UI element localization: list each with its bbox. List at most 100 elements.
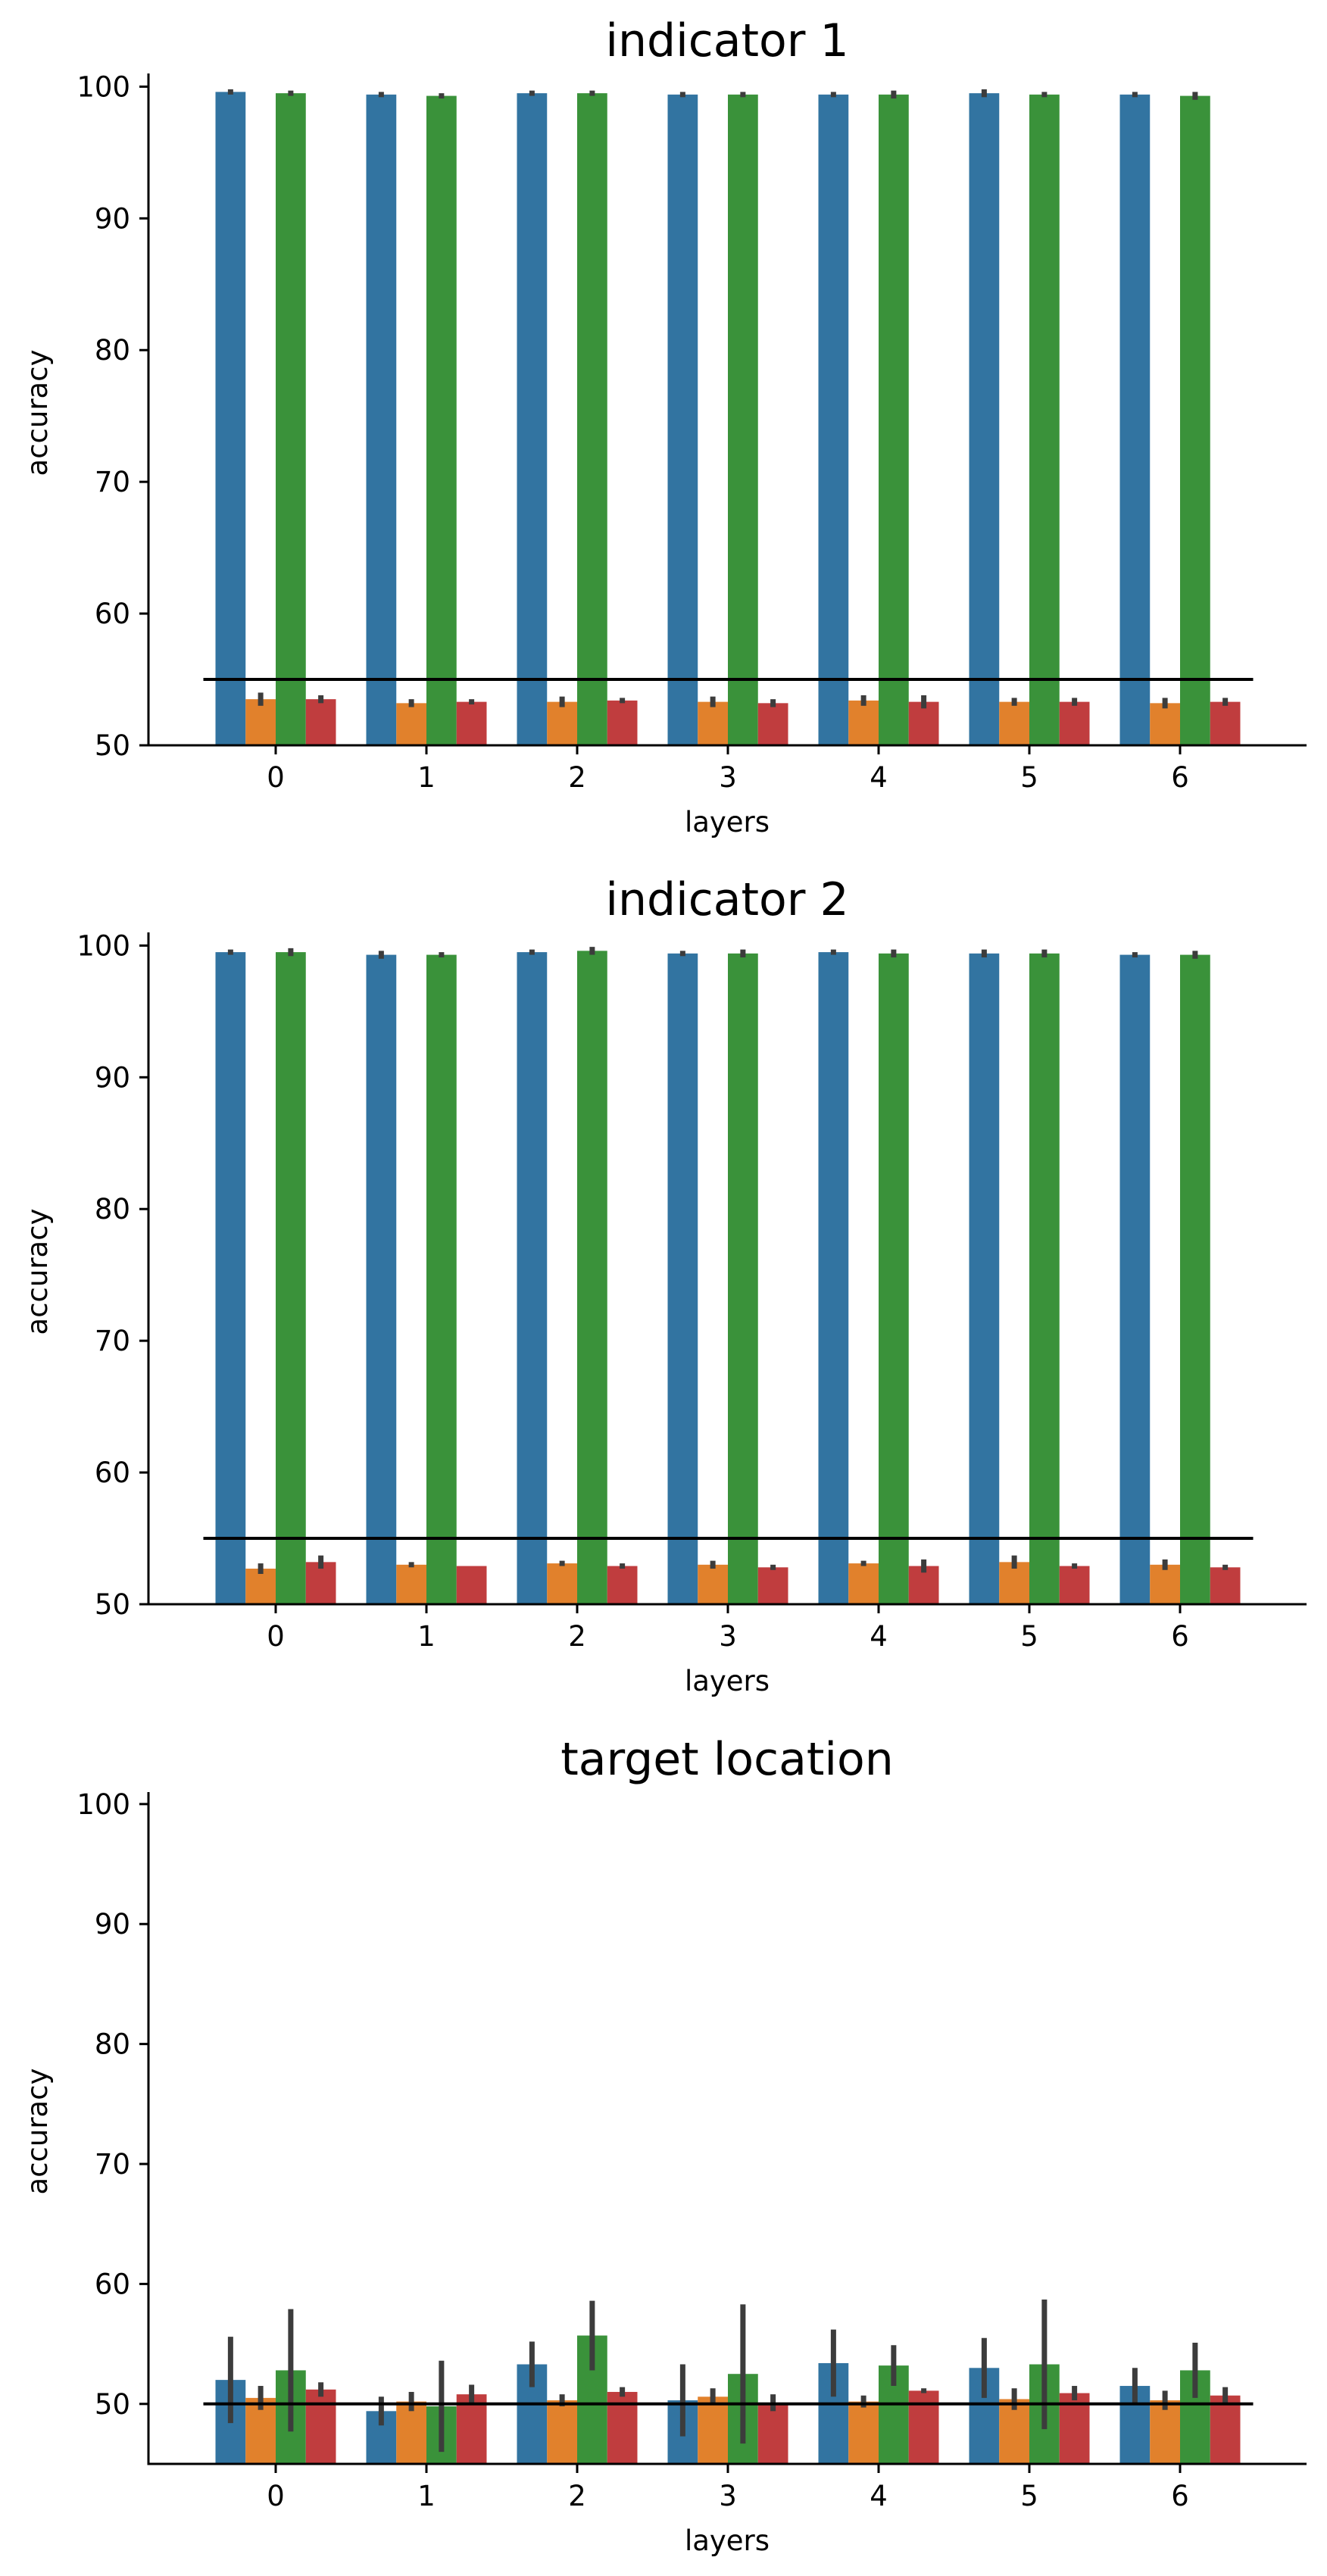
- bar-s1-layer-1: [396, 1564, 426, 1604]
- bar-s0-layer-2: [517, 952, 548, 1604]
- x-tick-label: 0: [267, 761, 285, 794]
- y-tick-label: 80: [95, 2028, 130, 2061]
- y-tick-label: 80: [95, 1193, 130, 1226]
- y-tick-label: 70: [95, 2148, 130, 2181]
- bar-s3-layer-4: [908, 2390, 939, 2464]
- bar-s2-layer-1: [426, 95, 457, 745]
- bar-s0-layer-6: [1119, 94, 1151, 745]
- x-tick-label: 4: [870, 761, 888, 794]
- x-tick-label: 6: [1171, 761, 1189, 794]
- chart-panel-target-location: target location accuracy layers 50607080…: [21, 1733, 1307, 2557]
- bar-s1-layer-2: [547, 2400, 577, 2464]
- chart-panel-indicator-2: indicator 2 accuracy layers 506070809010…: [21, 873, 1307, 1697]
- bar-s0-layer-4: [818, 952, 849, 1604]
- bar-s1-layer-4: [848, 2401, 879, 2464]
- bar-s1-layer-1: [396, 2401, 426, 2464]
- x-tick-label: 1: [417, 2480, 436, 2512]
- x-tick-label: 5: [1020, 761, 1038, 794]
- bar-s0-layer-0: [215, 92, 246, 746]
- y-axis-label: accuracy: [21, 350, 54, 476]
- x-tick-label: 2: [568, 1620, 586, 1653]
- bar-s3-layer-6: [1210, 701, 1241, 745]
- bar-s1-layer-4: [848, 700, 879, 745]
- bar-s3-layer-3: [757, 2403, 788, 2464]
- chart-panel-indicator-1: indicator 1 accuracy layers 506070809010…: [21, 14, 1307, 838]
- bar-s3-layer-6: [1210, 1567, 1241, 1604]
- bar-s3-layer-5: [1059, 701, 1090, 745]
- bar-s2-layer-5: [1029, 94, 1060, 745]
- bar-s3-layer-1: [456, 1566, 487, 1604]
- bar-s2-layer-1: [426, 954, 457, 1604]
- y-tick-label: 100: [76, 929, 130, 962]
- chart-title: indicator 2: [605, 873, 848, 926]
- bar-s2-layer-5: [1029, 953, 1060, 1604]
- x-tick-label: 3: [719, 761, 737, 794]
- bar-s2-layer-3: [728, 953, 758, 1604]
- bar-s3-layer-2: [607, 700, 638, 745]
- bar-s1-layer-0: [245, 699, 276, 745]
- bar-s1-layer-3: [698, 1564, 728, 1604]
- bar-s0-layer-3: [667, 94, 698, 745]
- bar-s1-layer-0: [245, 1569, 276, 1604]
- x-tick-label: 5: [1020, 1620, 1038, 1653]
- x-tick-label: 3: [719, 2480, 737, 2512]
- y-tick-label: 90: [95, 202, 130, 235]
- x-tick-label: 6: [1171, 1620, 1189, 1653]
- bar-s3-layer-2: [607, 1566, 638, 1604]
- x-tick-label: 2: [568, 2480, 586, 2512]
- y-tick-label: 80: [95, 334, 130, 367]
- bar-s0-layer-0: [215, 952, 246, 1604]
- y-tick-label: 100: [76, 1788, 130, 1821]
- x-tick-label: 6: [1171, 2480, 1189, 2512]
- bar-s3-layer-5: [1059, 1566, 1090, 1604]
- y-axis-label: accuracy: [21, 1209, 54, 1335]
- bar-s1-layer-5: [999, 1562, 1029, 1604]
- y-tick-label: 100: [76, 70, 130, 103]
- bar-s0-layer-1: [366, 954, 397, 1604]
- x-axis-label: layers: [685, 806, 770, 838]
- bar-s0-layer-3: [667, 953, 698, 1604]
- bar-s1-layer-6: [1150, 703, 1180, 745]
- bar-s1-layer-6: [1150, 2400, 1180, 2464]
- y-tick-label: 90: [95, 1908, 130, 1941]
- y-tick-label: 60: [95, 2268, 130, 2300]
- bar-s0-layer-5: [969, 93, 1000, 746]
- bar-s3-layer-1: [456, 701, 487, 745]
- bar-s2-layer-4: [879, 953, 909, 1604]
- bar-s1-layer-5: [999, 2399, 1029, 2464]
- bar-s3-layer-0: [305, 2389, 336, 2464]
- x-tick-label: 1: [417, 761, 436, 794]
- bar-s1-layer-2: [547, 701, 577, 745]
- y-tick-label: 60: [95, 1457, 130, 1489]
- x-tick-label: 5: [1020, 2480, 1038, 2512]
- y-tick-label: 60: [95, 598, 130, 630]
- bar-s3-layer-3: [757, 703, 788, 745]
- bar-s1-layer-4: [848, 1563, 879, 1604]
- bar-s1-layer-6: [1150, 1564, 1180, 1604]
- y-tick-label: 50: [95, 2388, 130, 2421]
- bar-s1-layer-3: [698, 2396, 728, 2464]
- chart-title: target location: [560, 1733, 894, 1786]
- bar-s3-layer-6: [1210, 2395, 1241, 2464]
- bar-s3-layer-4: [908, 701, 939, 745]
- x-tick-label: 0: [267, 2480, 285, 2512]
- x-tick-label: 3: [719, 1620, 737, 1653]
- bar-s0-layer-5: [969, 953, 1000, 1604]
- bar-s0-layer-4: [818, 94, 849, 745]
- bar-s2-layer-6: [1180, 954, 1210, 1604]
- y-tick-label: 90: [95, 1061, 130, 1094]
- bar-s1-layer-3: [698, 701, 728, 745]
- bar-s3-layer-0: [305, 699, 336, 745]
- bar-s2-layer-4: [879, 94, 909, 745]
- y-tick-label: 50: [95, 729, 130, 762]
- bar-s1-layer-5: [999, 701, 1029, 745]
- bar-s3-layer-3: [757, 1567, 788, 1604]
- x-tick-label: 1: [417, 1620, 436, 1653]
- bar-s3-layer-1: [456, 2394, 487, 2464]
- bar-s2-layer-6: [1180, 95, 1210, 745]
- bar-s3-layer-0: [305, 1562, 336, 1604]
- bar-s1-layer-2: [547, 1563, 577, 1604]
- y-tick-label: 70: [95, 466, 130, 498]
- bar-s0-layer-1: [366, 94, 397, 745]
